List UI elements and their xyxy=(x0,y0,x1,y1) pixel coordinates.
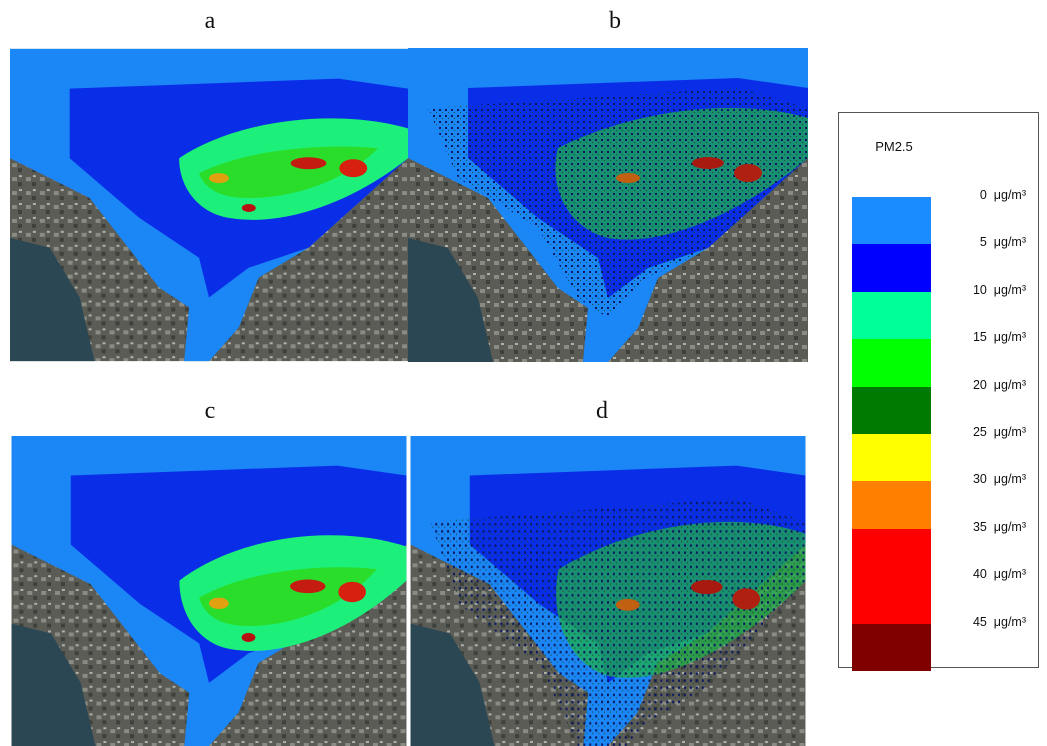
legend-swatch xyxy=(852,576,931,623)
legend-label: 0 μg/m³ xyxy=(980,189,1026,202)
legend-swatch xyxy=(852,244,931,291)
legend-label: 30 μg/m³ xyxy=(973,473,1026,486)
legend-swatch xyxy=(852,434,931,481)
legend-swatch xyxy=(852,481,931,528)
figure: a b c d xyxy=(0,0,1047,746)
legend-label: 35 μg/m³ xyxy=(973,521,1026,534)
legend-swatch xyxy=(852,387,931,434)
legend-label: 40 μg/m³ xyxy=(973,568,1026,581)
map-b xyxy=(408,48,808,362)
map-d xyxy=(408,436,808,746)
panel-label: a xyxy=(190,8,230,35)
legend-label: 25 μg/m³ xyxy=(973,426,1026,439)
legend-swatch xyxy=(852,197,931,244)
legend-label: 15 μg/m³ xyxy=(973,331,1026,344)
legend-title: PM2.5 xyxy=(839,139,949,154)
map-a xyxy=(10,48,408,362)
legend-label: 10 μg/m³ xyxy=(973,284,1026,297)
legend-swatch xyxy=(852,529,931,576)
legend-swatch xyxy=(852,624,931,671)
legend-label: 5 μg/m³ xyxy=(980,236,1026,249)
legend-swatch xyxy=(852,339,931,386)
panel-label: c xyxy=(190,398,230,425)
legend-swatch xyxy=(852,292,931,339)
map-c xyxy=(10,436,408,746)
panel-label: b xyxy=(595,8,635,35)
legend: PM2.5 0 μg/m³ 5 μg/m³ 10 μg/m³ 15 μg/m³ 20 μ… xyxy=(838,112,1039,668)
panel-label: d xyxy=(582,398,622,425)
legend-label: 45 μg/m³ xyxy=(973,616,1026,629)
legend-label: 20 μg/m³ xyxy=(973,379,1026,392)
